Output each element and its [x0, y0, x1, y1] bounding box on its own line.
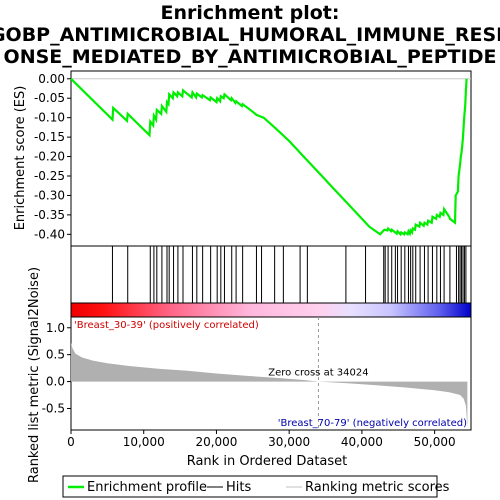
es-y-ticks: 0.00 -0.05 -0.10 -0.15 -0.20 -0.25 -0.30 -0.35 -…: [34, 72, 71, 241]
metric-y-axis-label: Ranked list metric (Signal2Noise): [27, 267, 42, 483]
metric-panel: Zero cross at 34024 'Breast_30-39' (posi…: [27, 267, 472, 483]
title-line-2: GOBP_ANTIMICROBIAL_HUMORAL_IMMUNE_RESP: [0, 24, 500, 46]
es-ytick-label: 0.00: [38, 72, 65, 86]
legend-item: Ranking metric scores: [286, 480, 450, 495]
xtick-label: 10,000: [123, 435, 165, 449]
es-panel: 0.00 -0.05 -0.10 -0.15 -0.20 -0.25 -0.30 -0.35 -…: [13, 70, 472, 247]
legend: Enrichment profile Hits Ranking metric sco…: [62, 475, 450, 498]
legend-item: Hits: [207, 480, 251, 495]
metric-y-ticks: 1.0 0.5 0.0 -0.5: [42, 321, 71, 415]
es-ytick-label: -0.20: [34, 150, 65, 164]
metric-area: [71, 342, 468, 428]
metric-ytick-label: 0.0: [46, 375, 65, 389]
zero-cross-label: Zero cross at 34024: [268, 368, 368, 379]
es-ytick-label: -0.10: [34, 111, 65, 125]
metric-ytick-label: 0.5: [46, 348, 65, 362]
hit-lines: [111, 246, 467, 303]
metric-x-ticks: 0 10,000 20,000 30,000 40,000 50,000: [67, 430, 456, 449]
es-line: [70, 78, 468, 237]
title-line-3: ONSE_MEDIATED_BY_ANTIMICROBIAL_PEPTIDE: [4, 46, 497, 68]
x-axis-label: Rank in Ordered Dataset: [187, 454, 348, 469]
xtick-label: 50,000: [414, 435, 456, 449]
legend-label: Hits: [226, 480, 251, 495]
legend-item: Enrichment profile: [68, 480, 207, 495]
metric-ytick-label: -0.5: [42, 401, 65, 415]
legend-label: Ranking metric scores: [305, 480, 450, 495]
es-ytick-label: -0.30: [34, 188, 65, 202]
es-ytick-label: -0.40: [34, 227, 65, 241]
positive-label: 'Breast_30-39' (positively correlated): [74, 320, 259, 331]
negative-label: 'Breast_70-79' (negatively correlated): [278, 418, 467, 429]
title-line-1: Enrichment plot:: [161, 2, 340, 24]
es-ytick-label: -0.15: [34, 130, 65, 144]
hits-panel: [70, 245, 472, 304]
xtick-label: 0: [67, 435, 75, 449]
chart-title: Enrichment plot:GOBP_ANTIMICROBIAL_HUMOR…: [0, 2, 500, 68]
es-ytick-label: -0.05: [34, 91, 65, 105]
legend-label: Enrichment profile: [87, 480, 207, 495]
heatmap-strip: [70, 302, 472, 318]
xtick-label: 30,000: [268, 435, 310, 449]
xtick-label: 40,000: [341, 435, 383, 449]
es-ytick-label: -0.35: [34, 208, 65, 222]
xtick-label: 20,000: [195, 435, 237, 449]
metric-ytick-label: 1.0: [46, 321, 65, 335]
es-ytick-label: -0.25: [34, 169, 65, 183]
es-y-axis-label: Enrichment score (ES): [13, 86, 28, 231]
